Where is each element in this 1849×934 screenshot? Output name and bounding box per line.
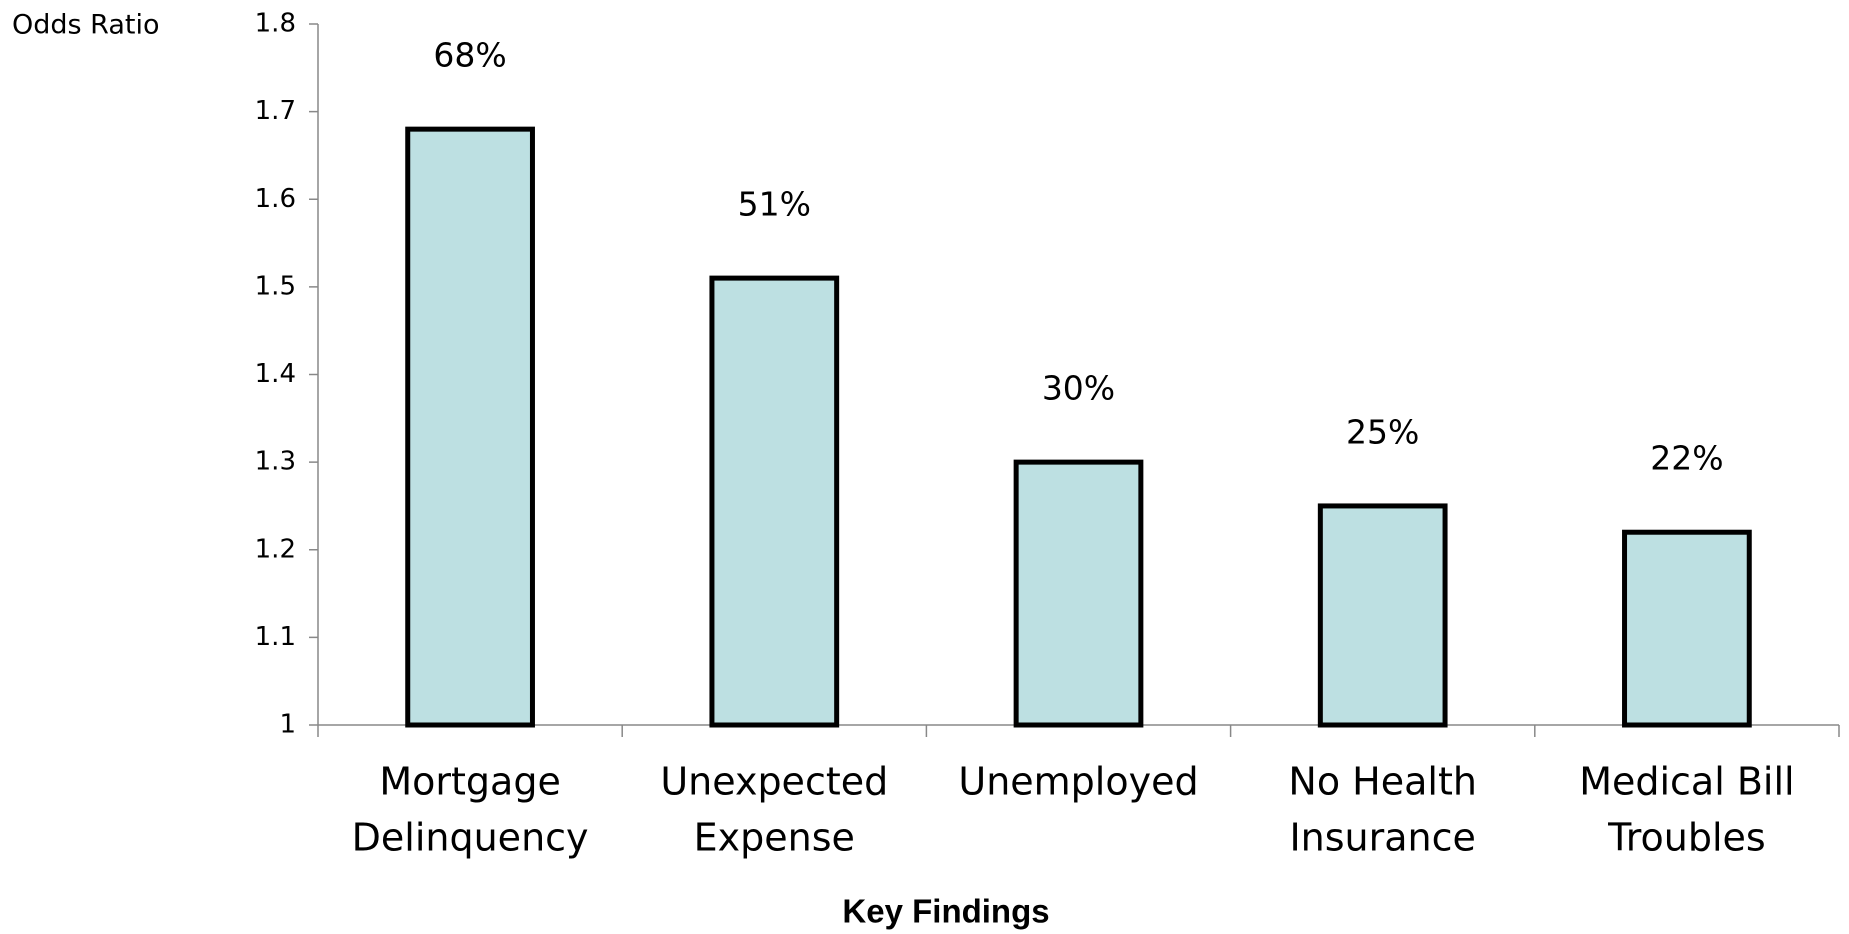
y-tick-label: 1.5 [255, 271, 296, 301]
x-tick-label: Unemployed [958, 760, 1198, 804]
x-tick-label: Medical Bill [1579, 760, 1794, 804]
x-tick-label: Mortgage [379, 760, 560, 804]
value-label: 30% [1042, 369, 1115, 408]
y-tick-label: 1 [279, 710, 296, 740]
y-tick-label: 1.8 [255, 9, 296, 39]
bar [1317, 503, 1448, 728]
x-tick-label: No Health [1288, 760, 1477, 804]
y-tick-label: 1.2 [255, 534, 296, 564]
value-label: 68% [433, 36, 506, 75]
bar [1013, 459, 1144, 728]
y-tick-label: 1.1 [255, 622, 296, 652]
value-label: 22% [1650, 439, 1723, 478]
x-tick-label: Expense [694, 816, 855, 860]
x-axis-title: Key Findings [842, 893, 1049, 930]
y-axis-title: Odds Ratio [12, 10, 160, 41]
y-tick-label: 1.6 [255, 184, 296, 214]
value-label: 51% [738, 185, 811, 224]
bar [709, 275, 840, 728]
y-tick-label: 1.3 [255, 447, 296, 477]
x-tick-label: Insurance [1289, 816, 1475, 860]
x-tick-label: Unexpected [660, 760, 888, 804]
x-tick-label: Delinquency [352, 816, 589, 860]
value-label: 25% [1346, 412, 1419, 451]
bar [405, 126, 535, 728]
y-tick-label: 1.7 [255, 96, 296, 126]
bar [1622, 529, 1752, 728]
y-tick-label: 1.4 [255, 359, 296, 389]
x-tick-label: Troubles [1607, 816, 1766, 860]
